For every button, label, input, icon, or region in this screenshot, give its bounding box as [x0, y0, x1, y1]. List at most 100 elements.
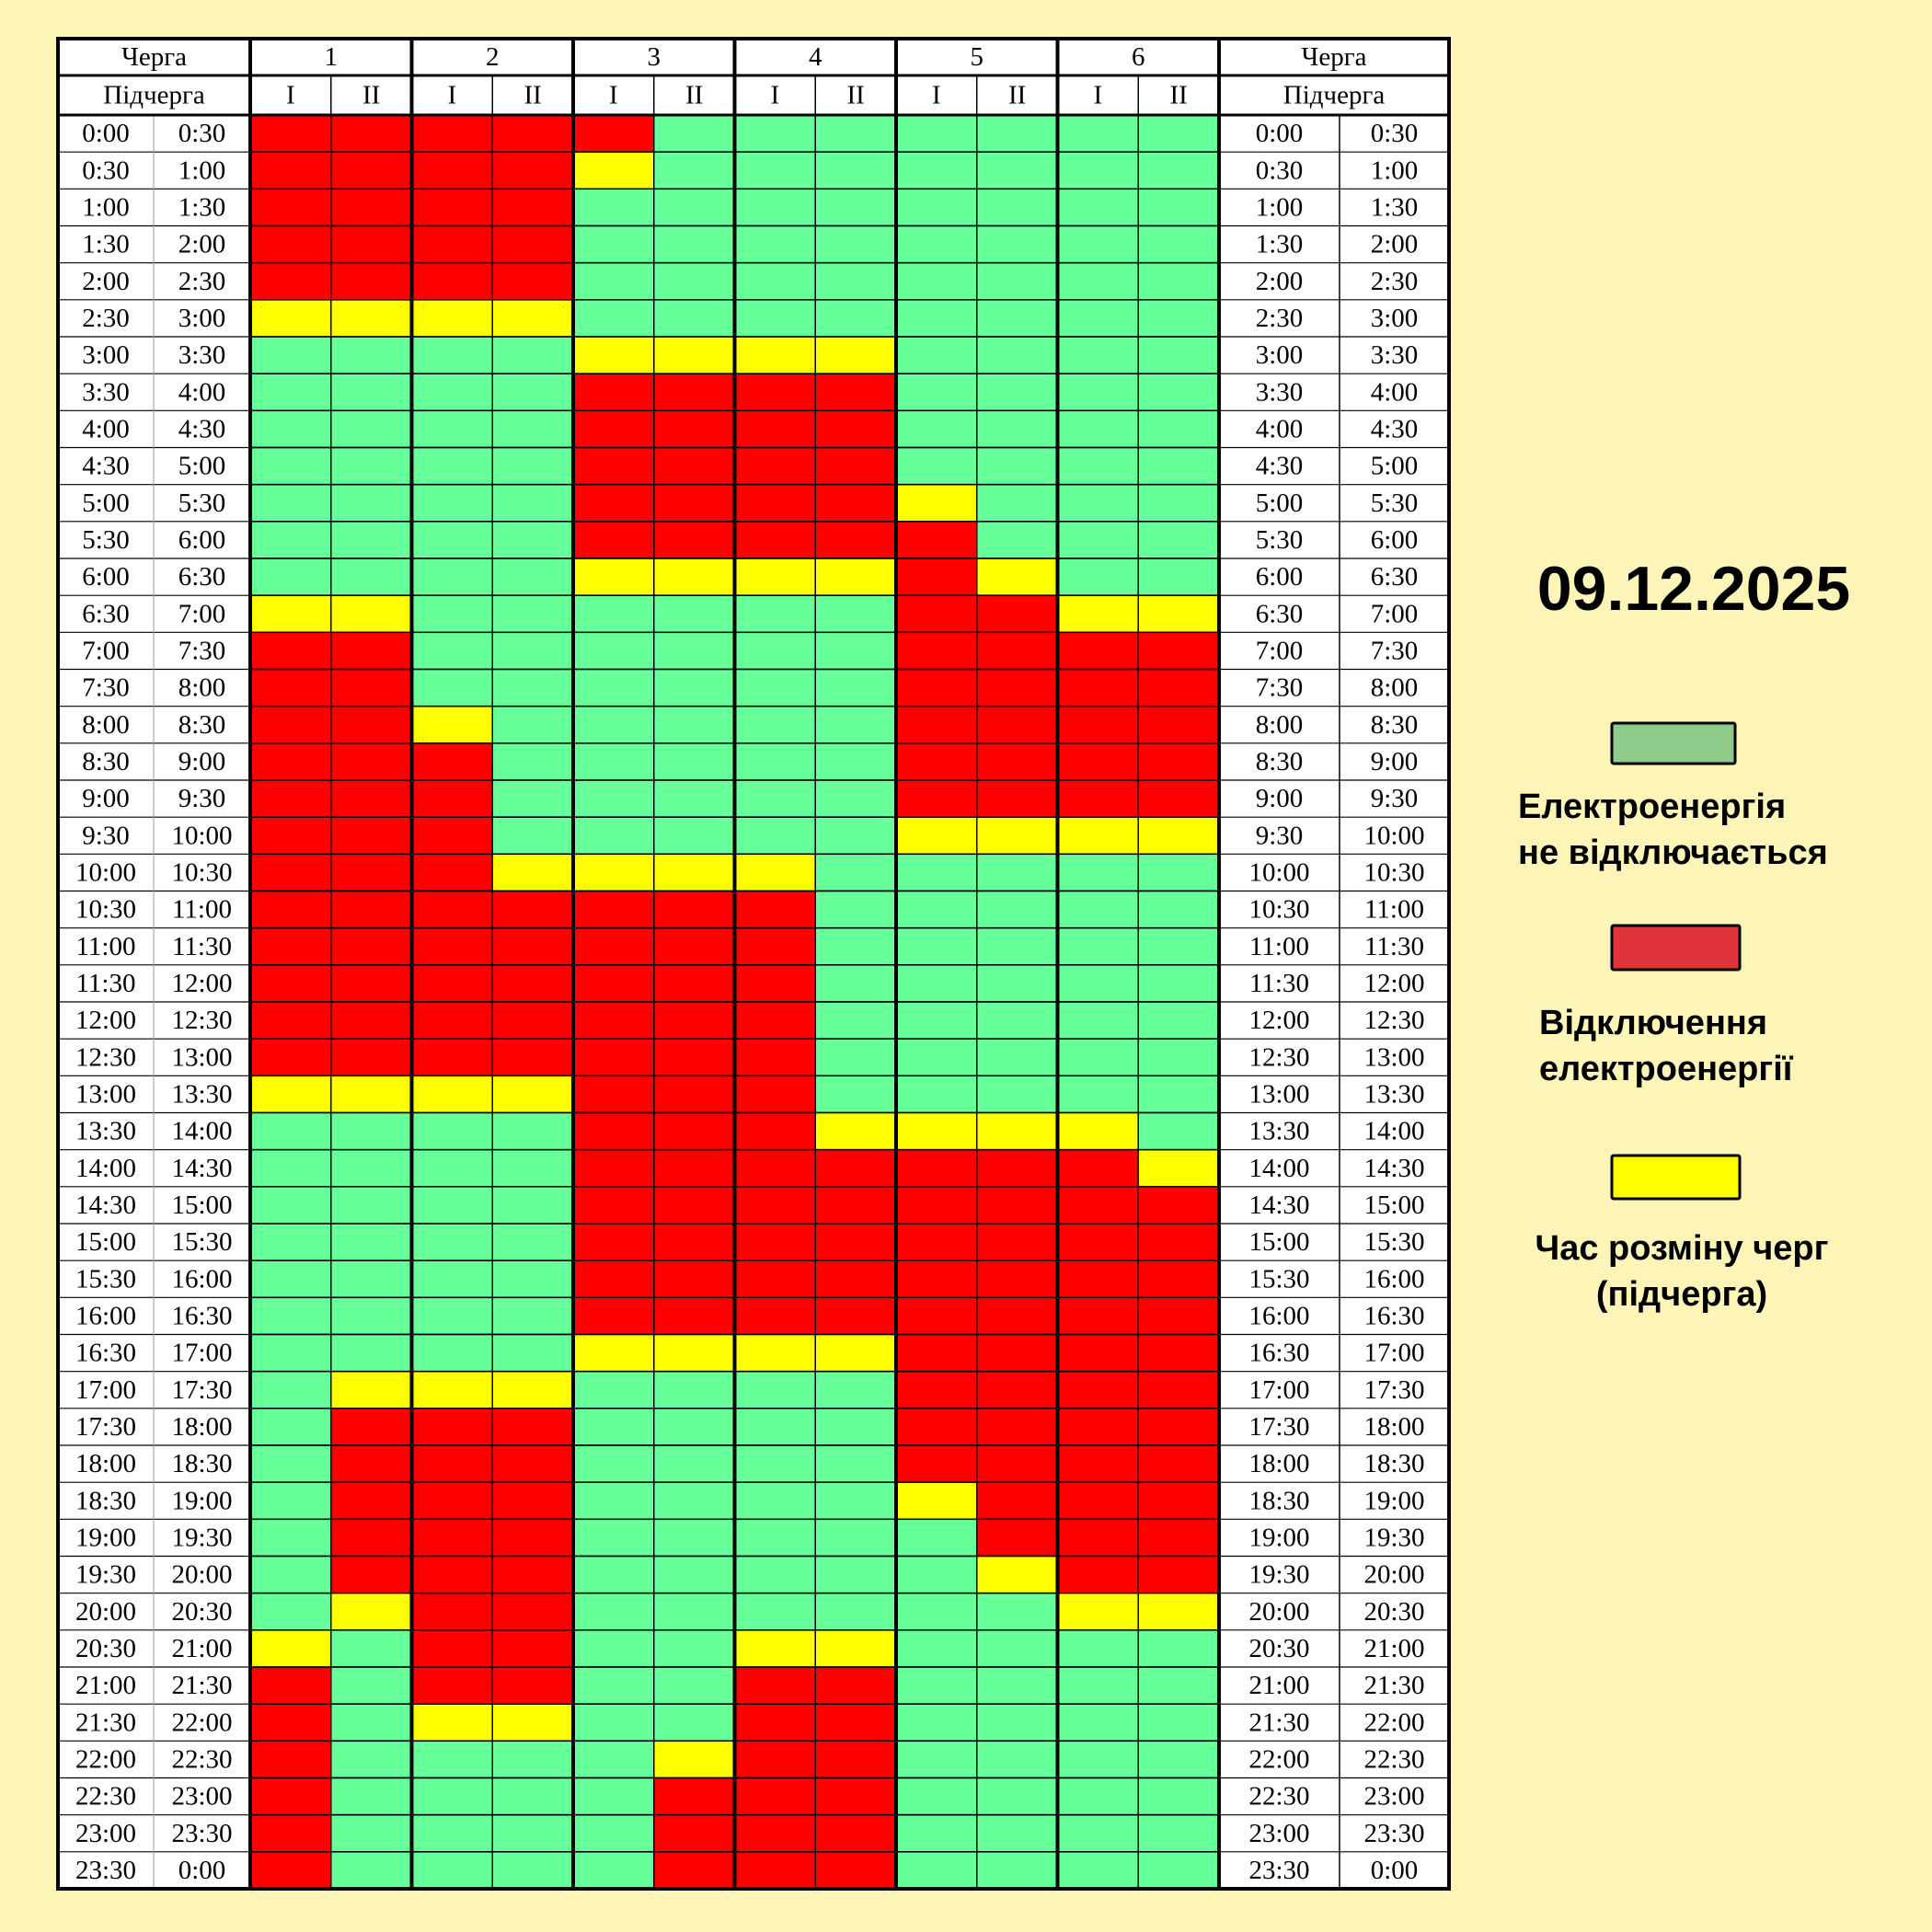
cell: [1056, 1740, 1139, 1779]
time-to: 1:00: [178, 155, 226, 185]
cell: [653, 446, 736, 486]
cell: [814, 631, 897, 671]
cell: [572, 779, 655, 818]
cell: [976, 816, 1059, 856]
cell: [1056, 373, 1139, 412]
cell: [572, 1555, 655, 1594]
cell: [572, 224, 655, 264]
time-from: 6:30: [1256, 599, 1304, 628]
cell: [733, 483, 816, 523]
cell: [653, 1296, 736, 1336]
cell: [491, 1148, 574, 1188]
cell: [1137, 1813, 1220, 1853]
cell: [410, 1518, 493, 1558]
cell: [330, 1186, 413, 1225]
cell: [733, 558, 816, 596]
cell: [491, 1592, 574, 1631]
cell: [1056, 151, 1139, 190]
cell: [491, 631, 574, 671]
time-to: 18:30: [171, 1449, 232, 1478]
cell: [814, 668, 897, 707]
time-to: 5:30: [178, 489, 226, 518]
cell: [491, 1370, 574, 1409]
cell: [491, 446, 574, 486]
cell: [814, 151, 897, 190]
time-to: 7:30: [178, 636, 226, 665]
cell: [249, 1186, 332, 1225]
cell: [653, 151, 736, 190]
cell: [733, 1444, 816, 1483]
cell: [1056, 1408, 1139, 1446]
cell: [572, 1666, 655, 1705]
time-to: 0:30: [1371, 119, 1419, 148]
cell: [330, 1333, 413, 1373]
cell: [1137, 1148, 1220, 1188]
cell: [733, 1370, 816, 1409]
cell: [572, 631, 655, 671]
cell: [653, 853, 736, 892]
cell: [1056, 1333, 1139, 1373]
cell: [410, 521, 493, 559]
time-from: 0:30: [1256, 155, 1304, 185]
cell: [572, 668, 655, 707]
time-to: 15:00: [171, 1190, 232, 1220]
cell: [1056, 1703, 1139, 1742]
cell: [1137, 1555, 1220, 1594]
cell: [491, 1666, 574, 1705]
time-from: 23:30: [75, 1856, 136, 1885]
time-from: 19:30: [75, 1560, 136, 1590]
time-from: 6:30: [82, 599, 130, 628]
cell: [1137, 521, 1220, 559]
time-from: 3:00: [82, 340, 130, 370]
time-from: 8:30: [1256, 747, 1304, 776]
cell: [653, 1703, 736, 1742]
cell: [249, 1408, 332, 1446]
cell: [653, 631, 736, 671]
time-from: 21:00: [1248, 1671, 1309, 1700]
time-to: 9:00: [178, 747, 226, 776]
subqueue: I: [1094, 81, 1103, 110]
cell: [491, 1555, 574, 1594]
cell: [249, 1075, 332, 1114]
cell: [249, 1333, 332, 1373]
time-from: 19:00: [1248, 1523, 1309, 1552]
cell: [814, 890, 897, 929]
queue-label: Черга: [1302, 42, 1367, 72]
time-to: 2:00: [178, 230, 226, 259]
cell: [572, 1444, 655, 1483]
cell: [330, 1555, 413, 1594]
cell: [814, 1444, 897, 1483]
cell: [410, 224, 493, 264]
time-from: 7:30: [82, 673, 130, 703]
cell: [733, 1703, 816, 1742]
cell: [733, 816, 816, 856]
time-to: 6:30: [1371, 562, 1419, 592]
cell: [330, 1813, 413, 1853]
time-to: 12:30: [171, 1006, 232, 1035]
cell: [653, 1075, 736, 1114]
time-to: 16:00: [1363, 1264, 1424, 1294]
cell: [733, 188, 816, 227]
cell: [814, 188, 897, 227]
cell: [330, 299, 413, 338]
cell: [976, 964, 1059, 1003]
time-from: 11:30: [76, 969, 136, 998]
time-from: 7:00: [1256, 636, 1304, 665]
cell: [895, 1075, 978, 1114]
time-from: 2:30: [82, 304, 130, 333]
subqueue: I: [771, 81, 780, 110]
subqueue: I: [609, 81, 618, 110]
cell: [653, 1740, 736, 1779]
cell: [1137, 558, 1220, 596]
cell: [330, 1111, 413, 1151]
cell: [976, 1518, 1059, 1558]
cell: [653, 558, 736, 596]
cell: [249, 1851, 332, 1890]
cell: [733, 1001, 816, 1040]
cell: [1137, 1370, 1220, 1409]
cell: [733, 1629, 816, 1668]
cell: [976, 1148, 1059, 1188]
cell: [653, 1518, 736, 1558]
time-to: 22:00: [171, 1708, 232, 1737]
